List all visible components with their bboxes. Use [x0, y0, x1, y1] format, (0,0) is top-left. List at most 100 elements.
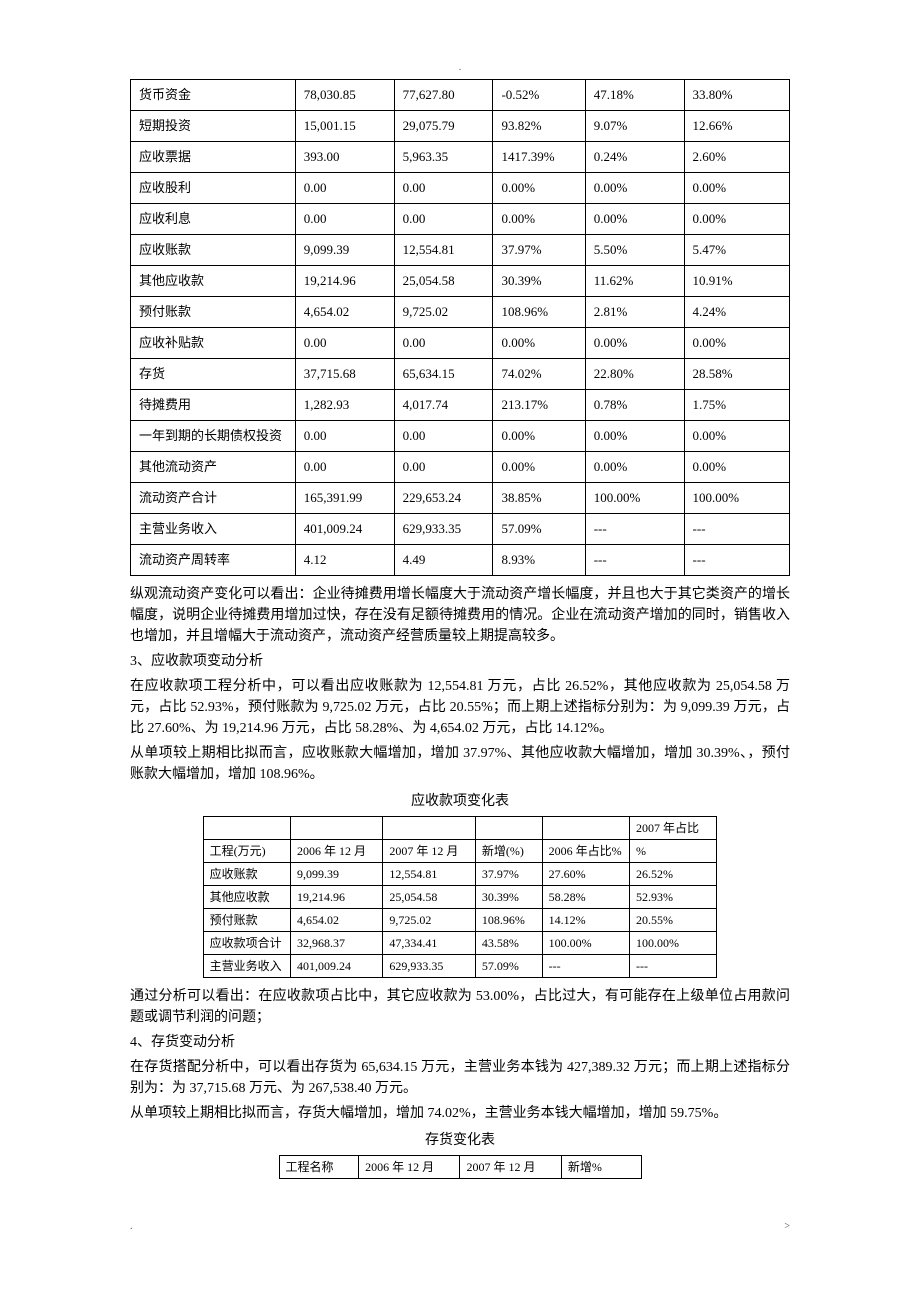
table-cell: 新增(%): [475, 840, 542, 863]
table-cell: 0.00%: [585, 328, 684, 359]
para-receivables-2: 从单项较上期相比拟而言，应收账款大幅增加，增加 37.97%、其他应收款大幅增加…: [130, 743, 790, 785]
table-row: 其他应收款19,214.9625,054.5830.39%11.62%10.91…: [131, 266, 790, 297]
table-cell: 0.00%: [684, 173, 789, 204]
table-cell: 26.52%: [630, 863, 717, 886]
table-cell: 9,099.39: [295, 235, 394, 266]
table-cell: 5.47%: [684, 235, 789, 266]
table-cell: 0.00%: [684, 421, 789, 452]
table-cell: 30.39%: [475, 886, 542, 909]
table-row: 主营业务收入401,009.24629,933.3557.09%------: [203, 955, 717, 978]
table-cell: 0.00: [394, 452, 493, 483]
table-cell: 12.66%: [684, 111, 789, 142]
table-cell: 29,075.79: [394, 111, 493, 142]
table-cell: 9.07%: [585, 111, 684, 142]
table3-caption: 存货变化表: [130, 1130, 790, 1151]
table-cell: 74.02%: [493, 359, 585, 390]
table-cell: 2006 年占比%: [542, 840, 629, 863]
table-cell: 4,654.02: [295, 297, 394, 328]
table-cell: 一年到期的长期债权投资: [131, 421, 296, 452]
table-cell: 2.60%: [684, 142, 789, 173]
table-cell: 0.00: [394, 204, 493, 235]
table-cell: 1.75%: [684, 390, 789, 421]
table-cell: 32,968.37: [290, 932, 382, 955]
table-cell: 5,963.35: [394, 142, 493, 173]
table2-caption: 应收款项变化表: [130, 791, 790, 812]
table-cell: 629,933.35: [383, 955, 475, 978]
table-cell: 0.00: [394, 328, 493, 359]
table-cell: [290, 817, 382, 840]
para-inventory-1: 在存货搭配分析中，可以看出存货为 65,634.15 万元，主营业务本钱为 42…: [130, 1057, 790, 1099]
table-cell: 0.00%: [585, 452, 684, 483]
table-cell: 57.09%: [493, 514, 585, 545]
table-cell: 0.00%: [585, 421, 684, 452]
table-cell: 应收款项合计: [203, 932, 290, 955]
table-row: 应收补贴款0.000.000.00%0.00%0.00%: [131, 328, 790, 359]
table-cell: [542, 817, 629, 840]
table-cell: 0.00: [394, 421, 493, 452]
table-cell: [383, 817, 475, 840]
table-cell: 待摊费用: [131, 390, 296, 421]
table-row: 工程名称2006 年 12 月2007 年 12 月新增%: [279, 1156, 641, 1179]
table-row: 应收股利0.000.000.00%0.00%0.00%: [131, 173, 790, 204]
table-row: 应收账款9,099.3912,554.8137.97%27.60%26.52%: [203, 863, 717, 886]
table-cell: 43.58%: [475, 932, 542, 955]
table-cell: 2.81%: [585, 297, 684, 328]
table-cell: 37.97%: [475, 863, 542, 886]
table-cell: 0.00: [394, 173, 493, 204]
table-cell: 主营业务收入: [131, 514, 296, 545]
table-cell: 4.49: [394, 545, 493, 576]
table-row: 货币资金78,030.8577,627.80-0.52%47.18%33.80%: [131, 80, 790, 111]
table-row: 主营业务收入401,009.24629,933.3557.09%------: [131, 514, 790, 545]
table-cell: 0.00: [295, 452, 394, 483]
table-cell: 37,715.68: [295, 359, 394, 390]
table-cell: 4,654.02: [290, 909, 382, 932]
para-inventory-2: 从单项较上期相比拟而言，存货大幅增加，增加 74.02%，主营业务本钱大幅增加，…: [130, 1103, 790, 1124]
table-cell: 新增%: [561, 1156, 641, 1179]
table-row: 预付账款4,654.029,725.02108.96%14.12%20.55%: [203, 909, 717, 932]
table-cell: 应收账款: [131, 235, 296, 266]
table-cell: 0.00%: [684, 204, 789, 235]
table-row: 预付账款4,654.029,725.02108.96%2.81%4.24%: [131, 297, 790, 328]
table-cell: 0.00%: [585, 204, 684, 235]
table-cell: 1,282.93: [295, 390, 394, 421]
table-row: 其他流动资产0.000.000.00%0.00%0.00%: [131, 452, 790, 483]
table-cell: %: [630, 840, 717, 863]
table-cell: 100.00%: [542, 932, 629, 955]
table-cell: 0.78%: [585, 390, 684, 421]
table-row: 流动资产周转率4.124.498.93%------: [131, 545, 790, 576]
table-cell: 存货: [131, 359, 296, 390]
table-cell: 5.50%: [585, 235, 684, 266]
table-cell: 108.96%: [475, 909, 542, 932]
table-cell: 短期投资: [131, 111, 296, 142]
table-cell: 2006 年 12 月: [359, 1156, 460, 1179]
table-cell: 20.55%: [630, 909, 717, 932]
table-cell: 流动资产周转率: [131, 545, 296, 576]
para-receivables-1: 在应收款项工程分析中，可以看出应收账款为 12,554.81 万元，占比 26.…: [130, 676, 790, 739]
table-cell: 0.00%: [684, 328, 789, 359]
table-row: 应收票据393.005,963.351417.39%0.24%2.60%: [131, 142, 790, 173]
table-cell: 0.00: [295, 421, 394, 452]
table-cell: 57.09%: [475, 955, 542, 978]
table-cell: ---: [585, 545, 684, 576]
table-cell: 229,653.24: [394, 483, 493, 514]
table-cell: 401,009.24: [290, 955, 382, 978]
table-row: 应收账款9,099.3912,554.8137.97%5.50%5.47%: [131, 235, 790, 266]
table-cell: 38.85%: [493, 483, 585, 514]
table-cell: 4.24%: [684, 297, 789, 328]
table-cell: 100.00%: [585, 483, 684, 514]
table-cell: 19,214.96: [290, 886, 382, 909]
table-cell: 其他应收款: [203, 886, 290, 909]
table-cell: 预付账款: [203, 909, 290, 932]
table-cell: 0.00%: [493, 452, 585, 483]
table-cell: -0.52%: [493, 80, 585, 111]
table-cell: 其他应收款: [131, 266, 296, 297]
table-cell: 0.00%: [684, 452, 789, 483]
table-cell: 25,054.58: [394, 266, 493, 297]
section-heading-3: 3、应收款项变动分析: [130, 651, 790, 672]
table-row: 工程(万元)2006 年 12 月2007 年 12 月新增(%)2006 年占…: [203, 840, 717, 863]
table-cell: 应收票据: [131, 142, 296, 173]
table-cell: [475, 817, 542, 840]
table-cell: 629,933.35: [394, 514, 493, 545]
table-cell: 0.00%: [585, 173, 684, 204]
table-cell: 2007 年占比: [630, 817, 717, 840]
